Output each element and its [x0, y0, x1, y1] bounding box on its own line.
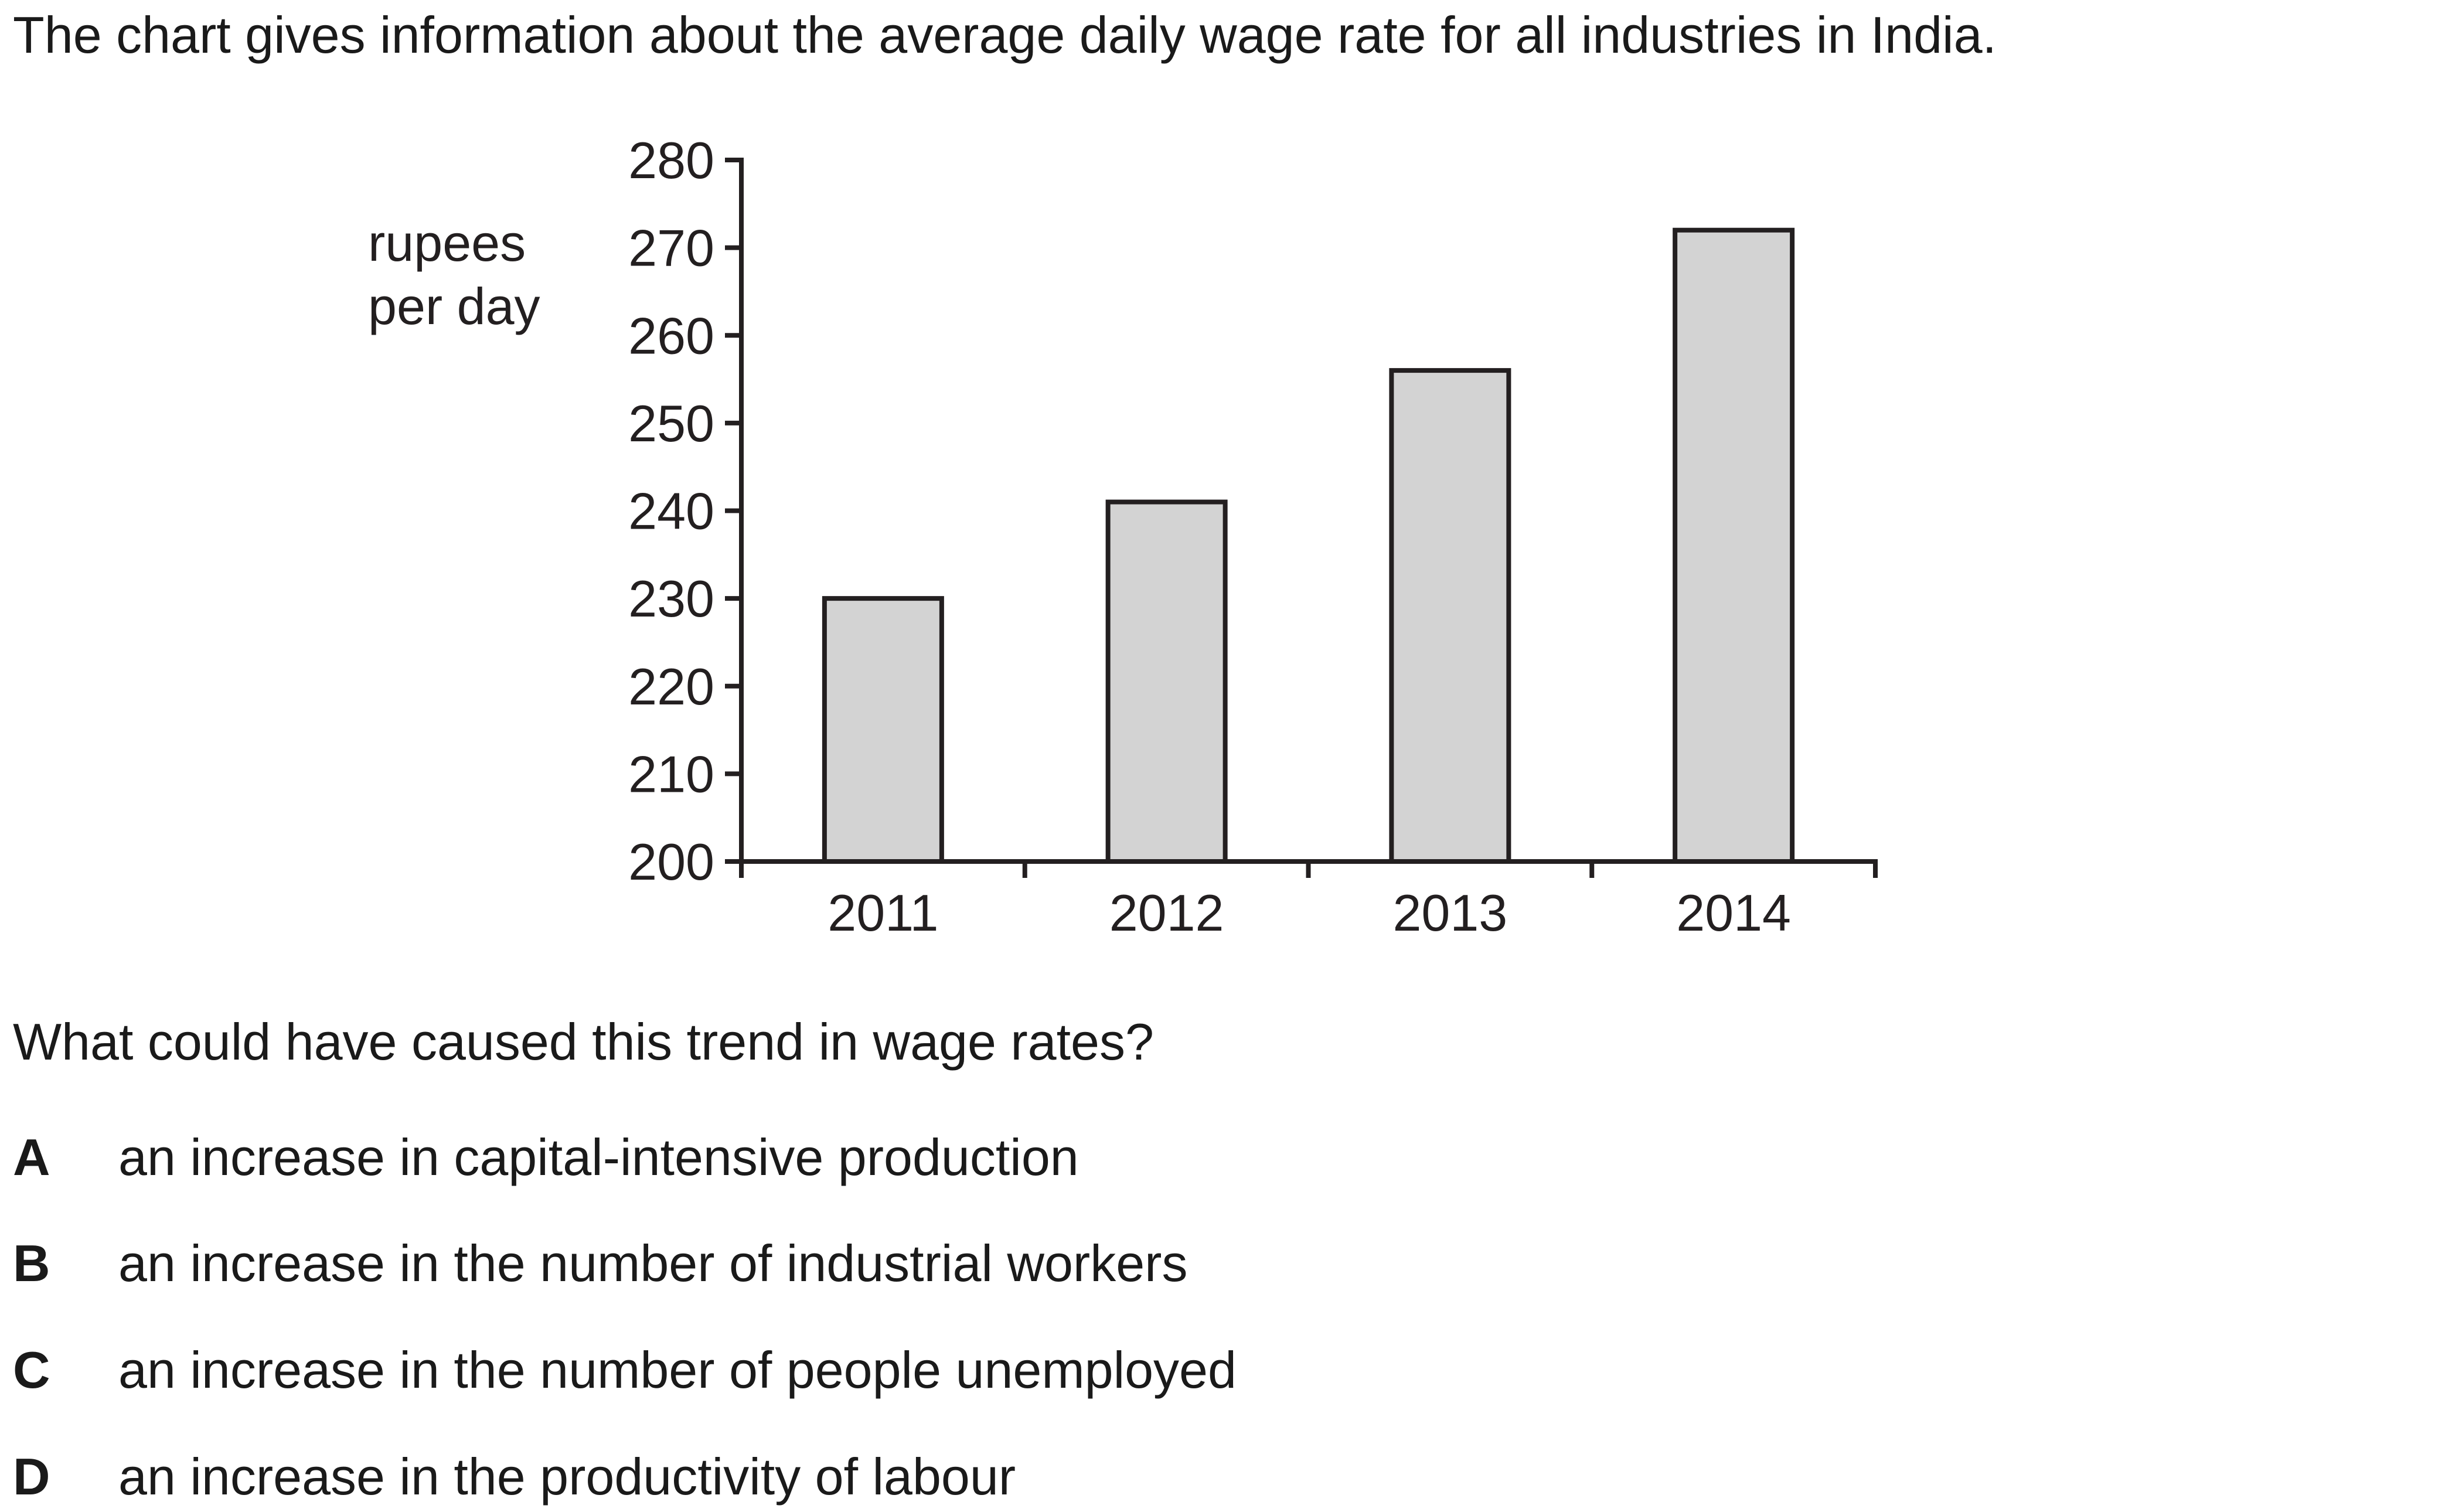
- bar-2011: [822, 596, 944, 864]
- y-tick-label: 220: [628, 658, 714, 716]
- bar-2012: [1105, 499, 1228, 864]
- option-b-letter: B: [13, 1234, 50, 1292]
- y-tick-label: 260: [628, 307, 714, 365]
- x-tick-label: 2012: [1109, 884, 1224, 942]
- option-d-text: an increase in the productivity of labou…: [118, 1448, 1016, 1506]
- option-d-letter: D: [13, 1448, 50, 1506]
- y-tick-label: 230: [628, 570, 714, 628]
- option-a-text: an increase in capital-intensive product…: [118, 1128, 1079, 1186]
- option-c-letter: C: [13, 1341, 50, 1399]
- x-axis-ticks: 2011 2012 2013 2014: [739, 861, 1878, 942]
- intro-text: The chart gives information about the av…: [13, 6, 1997, 64]
- y-axis-ticks: 200 210 220 230 240 250 260 270 280: [628, 131, 741, 891]
- y-axis-label-line: per day: [368, 277, 540, 335]
- y-tick-label: 240: [628, 482, 714, 540]
- bar-2013: [1389, 368, 1511, 864]
- option-b-text: an increase in the number of industrial …: [118, 1234, 1188, 1292]
- x-tick-label: 2014: [1676, 884, 1791, 942]
- axes: [739, 158, 1878, 864]
- y-tick-label: 200: [628, 833, 714, 891]
- y-axis-label-line: rupees: [368, 214, 526, 272]
- bar-2014: [1673, 227, 1795, 864]
- bars: [822, 227, 1795, 864]
- option-c-text: an increase in the number of people unem…: [118, 1341, 1237, 1399]
- x-tick-label: 2011: [828, 884, 938, 942]
- option-a-letter: A: [13, 1128, 50, 1186]
- y-tick-label: 210: [628, 745, 714, 803]
- y-tick-label: 280: [628, 131, 714, 189]
- x-tick-label: 2013: [1392, 884, 1507, 942]
- question-text: What could have caused this trend in wag…: [13, 1013, 1154, 1071]
- y-tick-label: 270: [628, 219, 714, 277]
- y-tick-label: 250: [628, 394, 714, 452]
